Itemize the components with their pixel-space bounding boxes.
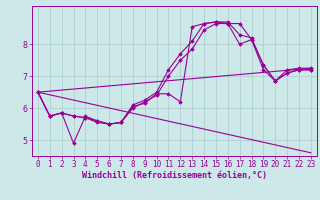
X-axis label: Windchill (Refroidissement éolien,°C): Windchill (Refroidissement éolien,°C) [82, 171, 267, 180]
